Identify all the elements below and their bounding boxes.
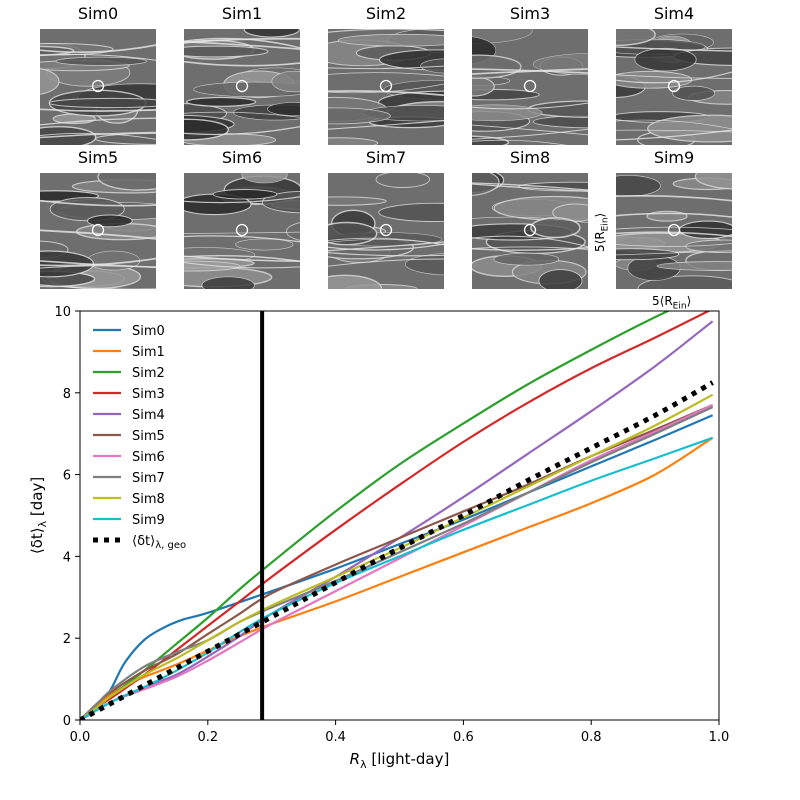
x-tick-label: 0.4 — [325, 730, 346, 745]
legend-label: Sim8 — [132, 492, 165, 507]
source-region-circle — [379, 79, 393, 93]
magnification-map — [472, 173, 588, 289]
source-region-circle — [91, 223, 105, 237]
legend-label: Sim3 — [132, 387, 165, 402]
x-tick-label: 0.0 — [70, 730, 91, 745]
magnification-map — [472, 29, 588, 145]
sim-panel-title: Sim4 — [653, 4, 695, 23]
sim-panel-title: Sim1 — [221, 4, 263, 23]
x-tick-label: 1.0 — [709, 730, 730, 745]
source-region-circle — [235, 79, 249, 93]
legend-label: Sim7 — [132, 471, 165, 486]
magnification-map — [184, 29, 300, 145]
sim-panel-title: Sim9 — [653, 148, 695, 167]
legend-label: Sim0 — [132, 324, 165, 339]
y-tick-label: 10 — [54, 305, 71, 320]
series-line-sim8 — [80, 393, 714, 720]
series-line-sim3 — [80, 311, 711, 720]
source-region-circle — [523, 223, 537, 237]
x-tick-label: 0.2 — [197, 730, 218, 745]
series-line-geometric-mean — [80, 380, 714, 720]
legend-label: Sim5 — [132, 429, 165, 444]
source-region-circle — [523, 79, 537, 93]
magnification-map — [184, 173, 300, 289]
legend-label-geo: ⟨δt⟩λ, geo — [132, 534, 186, 551]
magnification-map — [616, 173, 732, 289]
magnification-map — [328, 173, 444, 289]
sim-panel-title: Sim0 — [77, 4, 119, 23]
magnification-map — [616, 29, 732, 145]
magnification-map — [40, 29, 156, 145]
x-tick-label: 0.6 — [453, 730, 474, 745]
y-tick-label: 2 — [63, 632, 71, 647]
y-tick-label: 0 — [63, 714, 71, 729]
plot-frame — [79, 310, 720, 721]
source-region-circle — [91, 79, 105, 93]
legend-label: Sim1 — [132, 345, 165, 360]
horizontal-scale-label: 5⟨REin⟩ — [652, 294, 692, 312]
source-region-circle — [235, 223, 249, 237]
source-region-circle — [667, 79, 681, 93]
legend: Sim0 Sim1 Sim2 Sim3 Sim4 Sim5 Sim6 Sim7 Sim8 Sim9… — [93, 324, 186, 551]
legend-label: Sim4 — [132, 408, 165, 423]
series-line-sim5 — [80, 404, 714, 720]
legend-label: Sim2 — [132, 366, 165, 381]
sim-panel-title: Sim7 — [365, 148, 407, 167]
y-tick-label: 8 — [63, 387, 71, 402]
sim-panel-title: Sim3 — [509, 4, 551, 23]
series-line-sim6 — [80, 404, 714, 720]
x-axis-label: Rλ [light-day] — [350, 750, 450, 771]
source-region-circle — [379, 223, 393, 237]
magnification-map — [328, 29, 444, 145]
x-tick-label: 0.8 — [581, 730, 602, 745]
y-tick-label: 6 — [63, 469, 71, 484]
sim-panel-title: Sim2 — [365, 4, 407, 23]
magnification-map — [40, 173, 156, 289]
series-line-sim7 — [80, 406, 714, 720]
legend-label: Sim6 — [132, 450, 165, 465]
y-tick-label: 4 — [63, 550, 71, 565]
y-axis-label: ⟨δt⟩λ [day] — [28, 477, 49, 554]
sim-panel-title: Sim6 — [221, 148, 263, 167]
legend-label: Sim9 — [132, 513, 165, 528]
sim-panel-title: Sim8 — [509, 148, 551, 167]
sim-panel-title: Sim5 — [77, 148, 119, 167]
source-region-circle — [667, 223, 681, 237]
